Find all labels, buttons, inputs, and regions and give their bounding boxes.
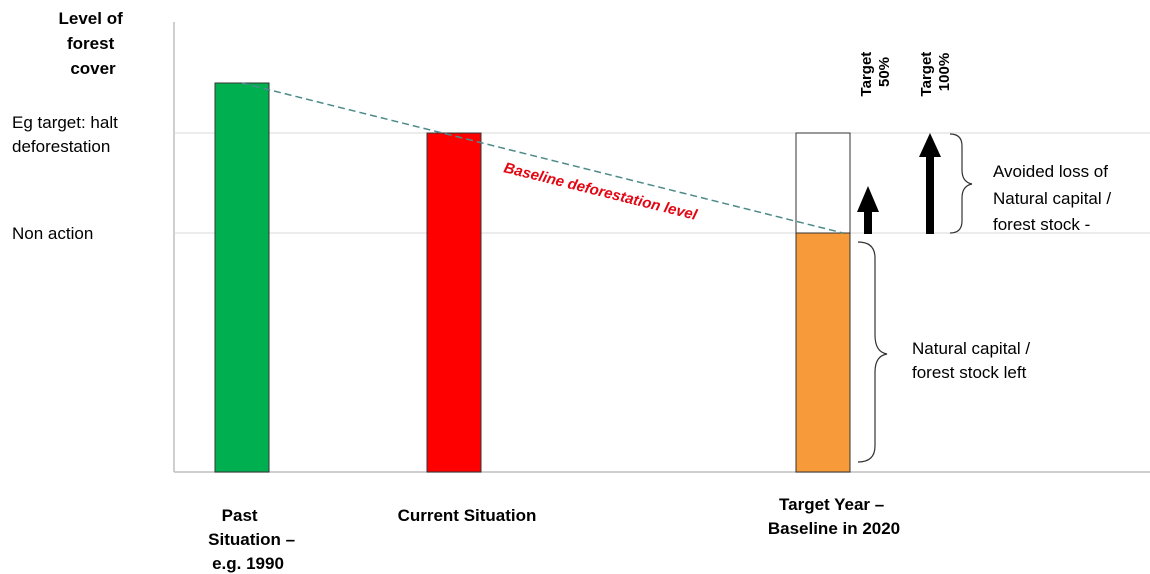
y-axis-title: Level of forest cover — [59, 9, 128, 78]
target-100-label-line: 100% — [936, 53, 953, 91]
baseline-label: Baseline deforestation level — [502, 159, 699, 224]
target-50-arrow — [857, 186, 879, 234]
baseline-dashed-line — [241, 82, 844, 234]
target-100-label-line: Target — [918, 52, 935, 97]
past-situation-label: Past Situation – e.g. 1990 — [208, 506, 300, 573]
avoided-loss-brace — [949, 133, 973, 234]
avoided-loss-line: Avoided loss of — [993, 162, 1108, 181]
stock-left-annotation: Natural capital / forest stock left — [912, 339, 1035, 382]
target-year-label: Target Year – Baseline in 2020 — [768, 495, 900, 538]
target-year-label-line: Target Year – — [779, 495, 884, 514]
y-axis-title-line: cover — [70, 59, 116, 78]
target-100-label: Target 100% — [918, 48, 953, 97]
target-50-label-line: 50% — [876, 57, 893, 87]
stock-left-brace — [857, 241, 888, 463]
bar-target-year — [795, 232, 851, 473]
current-situation-label: Current Situation — [398, 506, 537, 525]
target-year-label-line: Baseline in 2020 — [768, 519, 900, 538]
y-axis-title-line: forest — [67, 34, 115, 53]
avoided-loss-line: Natural capital / — [993, 189, 1111, 208]
target-50-label: Target 50% — [858, 48, 893, 97]
past-situation-label-line: Past — [222, 506, 258, 525]
target-50-label-line: Target — [858, 52, 875, 97]
target-level-label-line: Eg target: halt — [12, 113, 118, 132]
past-situation-label-line: e.g. 1990 — [212, 554, 284, 573]
y-axis-title-line: Level of — [59, 9, 124, 28]
bar-target-year-empty — [795, 132, 851, 234]
stock-left-line: Natural capital / — [912, 339, 1030, 358]
non-action-level-label: Non action — [12, 224, 93, 243]
target-100-arrow — [919, 133, 941, 234]
past-situation-label-line: Situation – — [208, 530, 295, 549]
target-level-label: Eg target: halt deforestation — [12, 113, 123, 156]
stock-left-line: forest stock left — [912, 363, 1027, 382]
target-level-label-line: deforestation — [12, 137, 110, 156]
avoided-loss-annotation: Avoided loss of Natural capital / forest… — [993, 162, 1116, 234]
bar-past-situation — [214, 82, 270, 473]
avoided-loss-line: forest stock - — [993, 215, 1090, 234]
bar-current-situation — [426, 132, 482, 473]
